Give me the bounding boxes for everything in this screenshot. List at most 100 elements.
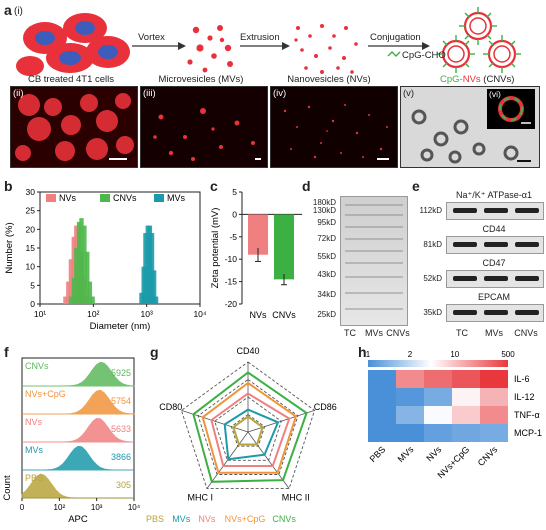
- histogram-bar-mvs: [153, 296, 159, 304]
- sub-iii: (iii): [143, 88, 156, 99]
- reagent-label: CpG-CHO: [402, 50, 446, 61]
- heatmap-cell: [396, 388, 424, 406]
- lane-label-tc: TC: [456, 328, 468, 338]
- row-label-mcp-1: MCP-1: [514, 428, 542, 438]
- radar-grid: [230, 413, 266, 447]
- radar-grid: [214, 396, 282, 461]
- sub-v: (v): [403, 88, 415, 99]
- panel-d-label: d: [302, 178, 311, 194]
- heatmap-cell: [480, 406, 508, 424]
- protein-size: 52kD: [423, 274, 442, 283]
- heatmap-cell: [368, 388, 396, 406]
- mfi-value: 5925: [111, 368, 131, 378]
- histogram-bar-cnvs: [82, 225, 87, 304]
- protein-name: CD47: [482, 258, 506, 268]
- y-tick-label: 0: [30, 299, 35, 309]
- caption-cells: CB treated 4T1 cells: [27, 74, 115, 85]
- x-tick-label: 10⁴: [128, 503, 140, 512]
- cell-cluster-illustration: [16, 13, 130, 76]
- axis-label-cd86: CD86: [314, 402, 337, 412]
- x-tick-label: 10³: [141, 309, 153, 319]
- blot-band: [453, 242, 477, 247]
- blot-band: [484, 208, 508, 213]
- marker-95kd: 95kD: [317, 218, 336, 227]
- radar-chart: CD40 CD86 MHC II MHC I CD80 PBS MVs NVs NVs+CpG C…: [146, 346, 337, 524]
- marker-55kd: 55kD: [317, 252, 336, 261]
- western-blot-panel: Na⁺/K⁺ ATPase-α1 112kD CD44 81kD CD47 52kD EPC…: [410, 186, 544, 342]
- colorbar: [368, 360, 508, 367]
- sds-page-panel: 180kD 130kD 95kD 72kD 55kD 43kD 34kD 25kD TC MVs…: [300, 190, 412, 340]
- marker-72kd: 72kD: [317, 234, 336, 243]
- x-tick-label: 10¹: [34, 309, 46, 319]
- x-tick-label: 10³: [91, 503, 103, 512]
- lane-label-mvs: MVs: [365, 328, 383, 338]
- heatmap-cell: [480, 370, 508, 388]
- histogram-nvs: [22, 417, 135, 443]
- inset-fluorescence: (vi): [487, 89, 535, 129]
- histogram-cnvs: [22, 361, 135, 387]
- histogram-bar-cnvs: [85, 251, 90, 304]
- gel-image: [340, 196, 408, 326]
- caption-mvs: Microvesicles (MVs): [158, 74, 244, 85]
- axis-label-cd40: CD40: [236, 346, 259, 356]
- radar-series-pbs: [232, 415, 264, 446]
- size-distribution-chart: 0 5 10 15 20 25 30 10¹ 10² 10³ 10⁴ Diameter (nm) Num…: [4, 187, 207, 332]
- colorbar-tick-label: 2: [408, 350, 413, 359]
- series-label-pbs: PBS: [25, 473, 43, 483]
- histogram-bar-nvs: [71, 236, 76, 304]
- heatmap-cell: [480, 424, 508, 442]
- y-axis-label: Zeta potential (mV): [210, 208, 221, 289]
- y-tick-label: -20: [225, 299, 238, 309]
- heatmap-cell: [480, 388, 508, 406]
- radar-series-nvs: [210, 392, 291, 467]
- histogram-mvs: [22, 445, 134, 471]
- blot-band: [453, 208, 477, 213]
- protein-size: 81kD: [423, 240, 442, 249]
- histogram-pbs: [21, 473, 134, 499]
- protein-name: CD44: [482, 224, 506, 234]
- axis-label-mhc-ii: MHC II: [282, 493, 310, 503]
- radar-grid: [180, 361, 316, 490]
- histogram-bar-cnvs: [76, 221, 82, 304]
- mfi-value: 305: [116, 480, 131, 490]
- protein-size: 35kD: [423, 308, 442, 317]
- histogram-bar-mvs: [143, 233, 148, 304]
- row-label-il-12: IL-12: [514, 392, 535, 402]
- colorbar-tick-label: 500: [501, 350, 515, 359]
- micrograph-cells: (ii): [10, 86, 138, 168]
- histogram-nvs-cpg: [22, 389, 135, 415]
- nanovesicle-dots: [294, 24, 358, 74]
- category-label-nvs: NVs: [249, 310, 267, 320]
- heatmap-cell: [424, 406, 452, 424]
- histogram-bar-cnvs: [68, 296, 74, 304]
- protein-name: Na⁺/K⁺ ATPase-α1: [455, 190, 533, 200]
- column-label-pbs: PBS: [368, 444, 388, 464]
- heatmap-cell: [424, 388, 452, 406]
- blot-band: [515, 208, 539, 213]
- axis-label-mhc-i: MHC I: [188, 493, 214, 503]
- histogram-bar-mvs: [151, 270, 157, 304]
- flow-histogram-chart: CNVs 5925 NVs+CpG 5754 NVs 5633 MVs 3866 PBS 305 0…: [2, 357, 140, 525]
- bar-nvs: [248, 214, 268, 255]
- y-tick-label: -10: [225, 254, 238, 264]
- heatmap-cell: [452, 406, 480, 424]
- panel-b-label: b: [4, 178, 13, 194]
- blot-strip: [446, 202, 544, 220]
- step-vortex-label: Vortex: [138, 32, 165, 43]
- legend-label-nvs: NVs: [59, 193, 77, 203]
- histogram-bar-mvs: [149, 233, 155, 304]
- x-tick-label: 0: [20, 503, 25, 512]
- blot-band: [515, 242, 539, 247]
- panel-a-schematic: [16, 7, 521, 76]
- heatmap-cell: [452, 424, 480, 442]
- y-tick-label: -15: [225, 277, 238, 287]
- legend-swatch-nvs: [46, 194, 56, 202]
- column-label-mvs: MVs: [396, 444, 416, 464]
- step-conjugation-label: Conjugation: [370, 32, 421, 43]
- heatmap-cell: [452, 370, 480, 388]
- row-label-tnf-α: TNF-α: [514, 410, 540, 420]
- y-tick-label: 15: [26, 243, 36, 253]
- histogram-bar-nvs: [66, 281, 71, 304]
- marker-130kd: 130kD: [312, 206, 336, 215]
